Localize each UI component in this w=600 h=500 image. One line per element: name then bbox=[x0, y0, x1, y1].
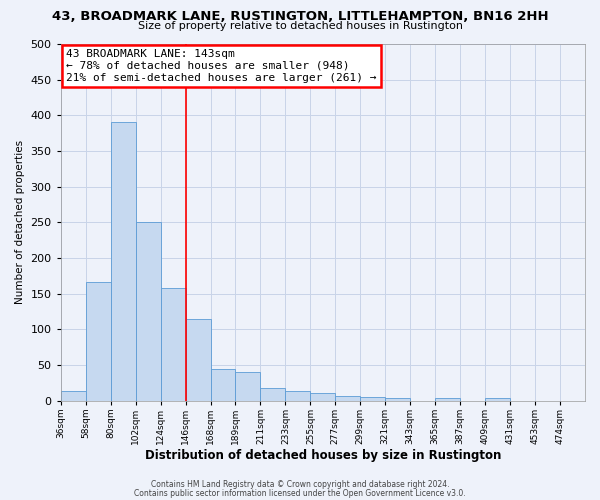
Bar bbox=[185, 318, 211, 400]
Bar bbox=[110, 122, 136, 400]
Bar bbox=[260, 388, 286, 400]
Bar bbox=[361, 397, 385, 400]
Text: 43 BROADMARK LANE: 143sqm
← 78% of detached houses are smaller (948)
21% of semi: 43 BROADMARK LANE: 143sqm ← 78% of detac… bbox=[66, 50, 376, 82]
X-axis label: Distribution of detached houses by size in Rustington: Distribution of detached houses by size … bbox=[145, 450, 501, 462]
Text: 43, BROADMARK LANE, RUSTINGTON, LITTLEHAMPTON, BN16 2HH: 43, BROADMARK LANE, RUSTINGTON, LITTLEHA… bbox=[52, 10, 548, 23]
Text: Contains HM Land Registry data © Crown copyright and database right 2024.: Contains HM Land Registry data © Crown c… bbox=[151, 480, 449, 489]
Bar bbox=[211, 369, 235, 400]
Bar bbox=[61, 392, 86, 400]
Text: Size of property relative to detached houses in Rustington: Size of property relative to detached ho… bbox=[137, 21, 463, 31]
Bar bbox=[235, 372, 260, 400]
Bar bbox=[435, 398, 460, 400]
Bar bbox=[335, 396, 361, 400]
Bar bbox=[161, 288, 185, 401]
Y-axis label: Number of detached properties: Number of detached properties bbox=[15, 140, 25, 304]
Bar bbox=[310, 393, 335, 400]
Bar bbox=[286, 390, 310, 400]
Bar bbox=[136, 222, 161, 400]
Bar bbox=[86, 282, 110, 401]
Bar bbox=[485, 398, 510, 400]
Text: Contains public sector information licensed under the Open Government Licence v3: Contains public sector information licen… bbox=[134, 488, 466, 498]
Bar bbox=[385, 398, 410, 400]
